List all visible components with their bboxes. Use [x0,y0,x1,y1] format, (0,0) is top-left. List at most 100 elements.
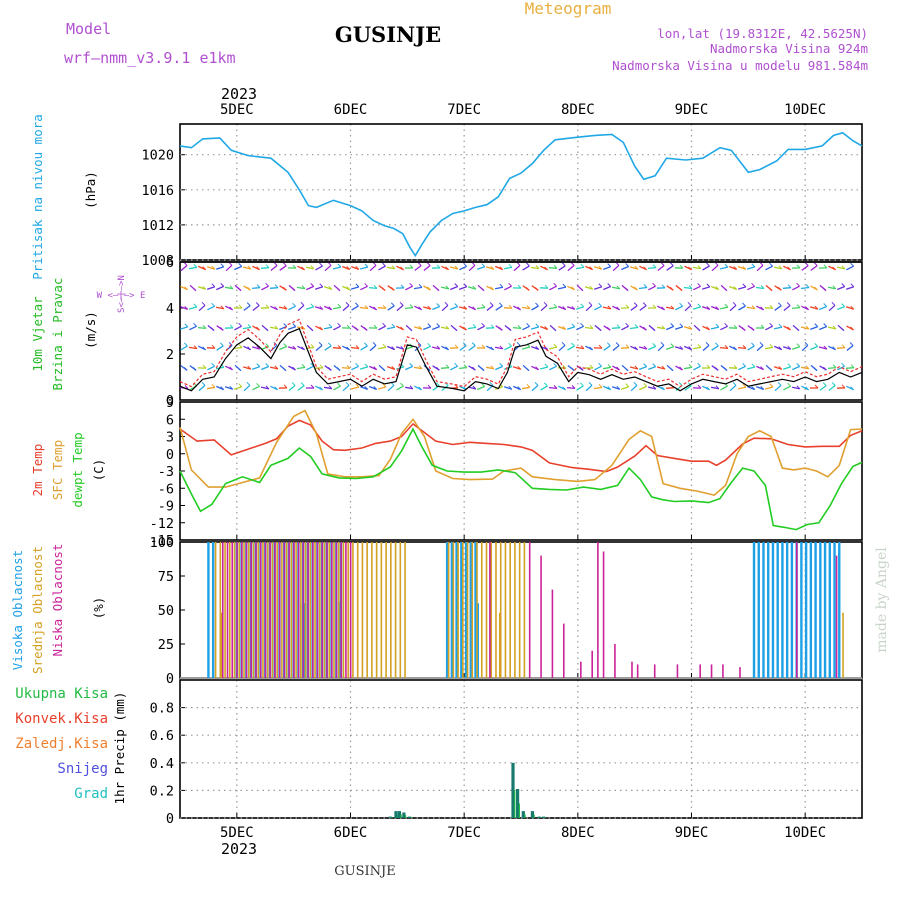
wind-barb [531,326,539,330]
wind-barb [692,266,702,270]
wind-barb-head [463,326,467,331]
wind-barb-head [211,383,216,388]
wind-barb [702,286,710,290]
wind-barb-head [589,325,594,329]
wind-barb-head [490,346,494,351]
wind-barb [449,266,459,270]
wind-barb [432,305,440,311]
wind-barb-head [319,305,324,310]
wind-barb-head [589,364,594,369]
wind-barb-head [832,285,837,290]
wind-barb-head [481,322,485,327]
wind-barb [440,326,450,330]
wind-barb [207,266,215,270]
wind-barb-head [832,266,836,271]
wind-barb-head [211,344,216,349]
wind-barb [782,287,792,289]
y-tick-label: -3 [158,464,174,480]
wind-barb [630,305,638,311]
y-tick-label: -9 [158,499,174,515]
wind-barb [350,386,360,390]
wind-barb [297,326,305,330]
wind-barb-head [373,366,378,370]
wind-barb-head [427,323,432,327]
wind-barb [513,264,521,272]
wind-barb-head [201,382,206,386]
wind-barb [603,265,611,271]
wind-barb-head [310,283,315,287]
wind-barb [314,306,324,310]
wind-barb-head [625,344,630,349]
model-altitude-text: Nadmorska Visina u modelu 981.584m [612,58,868,73]
wind-barb-head [445,325,450,330]
wind-barb [819,305,827,311]
wind-barb-head [364,342,368,347]
wind-barb [567,326,575,330]
wind-barb [369,385,377,391]
wind-barb-head [544,284,549,289]
wind-barb-head [481,344,486,349]
wind-barb [666,265,674,271]
wind-barb-head [814,343,819,347]
wind-barb-head [220,305,225,310]
wind-barb-head [606,326,611,331]
wind-barb-head [454,265,459,270]
wind-barb [810,265,818,271]
bottom-day-tick-label: 10DEC [784,825,826,841]
wind-barb-head [652,343,657,347]
precip-bar [394,811,398,818]
wind-barb-head [481,304,486,308]
wind-barb [288,384,296,392]
wind-barb-head [805,284,810,288]
wind-barb [332,347,342,349]
wind-barb [684,385,692,391]
wind-barb [567,264,575,272]
y-tick-label: 0.4 [150,756,174,772]
wind-barb [405,285,413,291]
wind-barb-head [337,344,342,349]
wind-barb-head [814,286,818,291]
wind-barb [827,366,837,370]
wind-barb-head [292,323,297,327]
wind-barb [521,386,531,390]
wind-barb-head [778,346,783,350]
wind-barb-head [580,303,585,308]
wind-barb-head [751,386,756,390]
wind-barb [593,286,603,290]
wind-barb [729,285,737,291]
wind-barb [206,386,216,390]
y-tick-label: 1020 [141,148,174,164]
wind-barb-head [598,362,602,367]
wind-barb [459,265,467,271]
wind-barb-head [544,363,549,368]
wind-barb-head [355,283,360,288]
cloud-title-high: Visoka Oblacnost [10,550,25,670]
wind-barb [737,386,747,390]
wind-barb [791,306,801,310]
wind-barb-head [706,386,710,391]
wind-barb [315,265,323,271]
wind-barb-head [787,363,792,368]
precip-legend-conv: Konvek.Kisa [15,711,108,727]
wind-barb-head [652,282,656,287]
wind-barb [827,286,837,290]
wind-barb-head [643,383,648,387]
wind-barb-head [598,302,602,307]
model-value: wrf—nmm_v3.9.1 e1km [64,49,236,67]
wind-barb [387,305,395,311]
wind-barb-head [301,364,306,368]
wind-barb [657,264,665,272]
wind-barb-head [733,364,738,369]
y-tick-label: 0.2 [150,783,174,799]
wind-barb-head [840,327,845,332]
wind-barb-head [760,324,765,329]
wind-barb [666,325,674,331]
wind-barb-head [255,302,260,306]
wind-barb-head [346,324,351,329]
wind-barb-head [769,262,773,267]
wind-barb-head [229,285,234,290]
wind-barb [773,326,783,330]
pressure-unit: (hPa) [83,171,98,209]
wind-barb [288,346,296,350]
wind-barb-head [202,285,207,290]
